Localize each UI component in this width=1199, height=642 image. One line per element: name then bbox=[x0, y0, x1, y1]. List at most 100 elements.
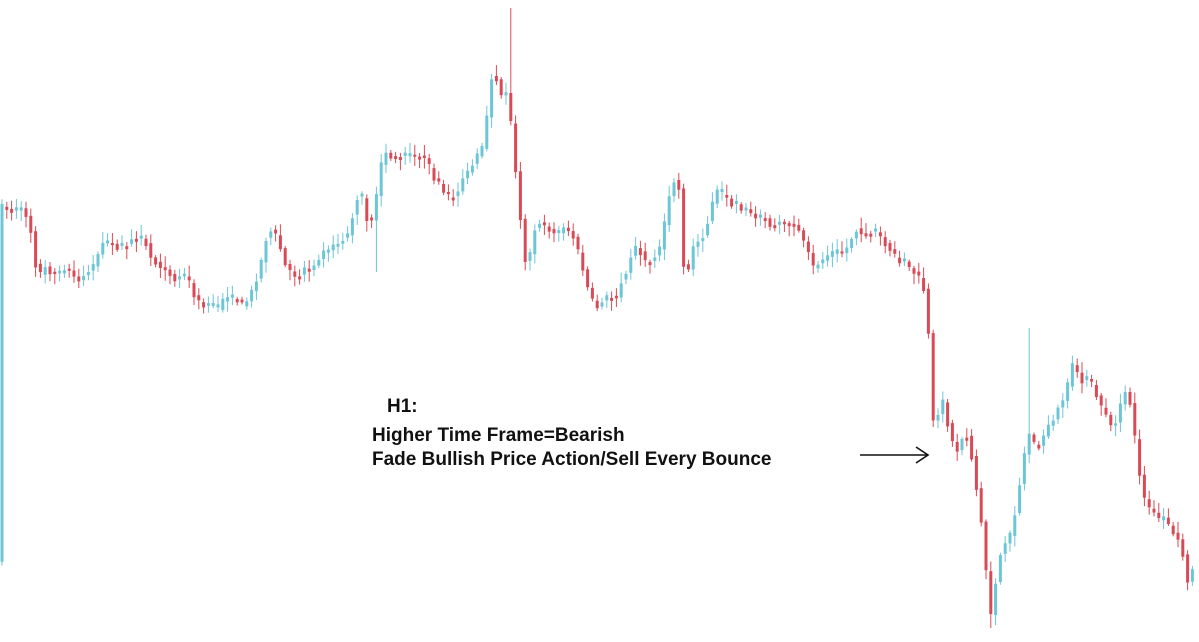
candle-body-125 bbox=[600, 302, 604, 307]
candle-body-197 bbox=[946, 402, 950, 427]
candle-body-89 bbox=[427, 158, 431, 164]
candle-body-64 bbox=[307, 268, 311, 272]
candle-body-186 bbox=[893, 249, 897, 254]
candle-body-0 bbox=[0, 204, 4, 562]
candle-body-221 bbox=[1061, 400, 1065, 408]
candle-body-182 bbox=[874, 228, 878, 232]
candle-body-57 bbox=[274, 229, 278, 234]
candle-body-87 bbox=[418, 156, 422, 160]
candle-body-192 bbox=[922, 278, 926, 291]
candle-body-137 bbox=[658, 246, 662, 256]
candle-body-222 bbox=[1066, 382, 1070, 401]
candle-body-239 bbox=[1147, 499, 1151, 508]
candle-body-220 bbox=[1056, 407, 1060, 420]
candle-body-38 bbox=[182, 273, 186, 277]
candle-body-198 bbox=[950, 423, 954, 442]
candles-group bbox=[0, 8, 1194, 628]
candle-body-171 bbox=[821, 259, 825, 264]
candle-body-86 bbox=[413, 154, 417, 157]
candle-body-35 bbox=[168, 269, 172, 276]
candle-body-40 bbox=[192, 283, 196, 298]
candle-body-168 bbox=[806, 241, 810, 253]
candle-body-14 bbox=[67, 268, 71, 271]
candle-body-216 bbox=[1037, 444, 1041, 449]
candle-body-5 bbox=[24, 208, 28, 217]
candle-body-22 bbox=[106, 240, 110, 244]
candle-body-11 bbox=[53, 271, 57, 274]
candle-body-106 bbox=[509, 93, 513, 121]
candle-body-33 bbox=[158, 261, 162, 268]
candle-body-34 bbox=[163, 267, 167, 271]
candle-body-127 bbox=[610, 297, 614, 301]
candle-body-58 bbox=[278, 235, 282, 250]
candle-body-84 bbox=[403, 152, 407, 156]
candle-body-48 bbox=[230, 294, 234, 298]
candle-body-101 bbox=[485, 115, 489, 149]
candle-body-161 bbox=[773, 225, 777, 229]
candle-body-25 bbox=[120, 242, 124, 246]
candle-body-90 bbox=[432, 168, 436, 181]
candle-body-95 bbox=[456, 191, 460, 197]
candle-body-204 bbox=[979, 488, 983, 523]
candle-body-213 bbox=[1022, 453, 1026, 484]
candle-body-156 bbox=[749, 209, 753, 214]
candle-body-235 bbox=[1128, 392, 1132, 405]
candle-body-240 bbox=[1152, 508, 1156, 513]
candle-body-135 bbox=[648, 262, 652, 266]
candle-body-21 bbox=[101, 243, 105, 255]
candle-body-193 bbox=[926, 288, 930, 334]
candle-body-133 bbox=[638, 248, 642, 256]
candle-body-218 bbox=[1046, 424, 1050, 437]
candle-body-202 bbox=[970, 435, 974, 460]
candle-body-246 bbox=[1181, 539, 1185, 557]
candle-body-164 bbox=[787, 223, 791, 227]
candle-body-75 bbox=[360, 193, 364, 197]
candle-body-188 bbox=[902, 258, 906, 262]
candle-body-166 bbox=[797, 224, 801, 231]
candle-body-118 bbox=[566, 227, 570, 232]
candle-body-108 bbox=[518, 171, 522, 220]
candle-body-26 bbox=[125, 246, 129, 250]
candle-body-45 bbox=[216, 304, 220, 308]
candle-body-32 bbox=[154, 257, 158, 265]
candle-body-71 bbox=[341, 241, 345, 244]
candle-body-230 bbox=[1104, 407, 1108, 415]
candle-body-83 bbox=[398, 157, 402, 160]
candle-body-233 bbox=[1118, 403, 1122, 423]
candle-body-231 bbox=[1109, 414, 1113, 426]
candle-body-102 bbox=[490, 79, 494, 118]
candle-body-147 bbox=[706, 223, 710, 236]
candle-body-234 bbox=[1123, 392, 1127, 405]
candle-body-49 bbox=[235, 299, 239, 303]
candle-body-149 bbox=[715, 189, 719, 204]
candle-body-28 bbox=[134, 238, 138, 242]
candle-body-244 bbox=[1171, 525, 1175, 535]
candle-body-2 bbox=[10, 208, 14, 213]
candle-body-16 bbox=[77, 276, 81, 282]
candle-body-163 bbox=[782, 221, 786, 225]
candle-body-200 bbox=[960, 438, 964, 451]
candle-body-30 bbox=[144, 238, 148, 246]
candle-body-13 bbox=[62, 270, 66, 274]
candle-body-160 bbox=[768, 218, 772, 227]
candle-body-4 bbox=[19, 207, 23, 211]
candle-body-141 bbox=[677, 180, 681, 190]
candle-body-131 bbox=[629, 257, 633, 273]
candle-body-99 bbox=[475, 153, 479, 164]
candle-body-169 bbox=[811, 253, 815, 266]
candle-body-212 bbox=[1018, 485, 1022, 513]
candle-body-232 bbox=[1114, 423, 1118, 426]
candle-body-66 bbox=[317, 259, 321, 266]
candle-body-36 bbox=[173, 274, 177, 282]
candle-body-69 bbox=[331, 244, 335, 251]
candle-body-142 bbox=[682, 188, 686, 267]
candle-body-115 bbox=[552, 229, 556, 234]
candle-body-98 bbox=[470, 165, 474, 173]
candle-body-55 bbox=[264, 241, 268, 263]
candle-body-172 bbox=[826, 255, 830, 261]
candle-body-225 bbox=[1080, 372, 1084, 384]
candle-body-18 bbox=[86, 272, 90, 275]
candle-body-82 bbox=[394, 156, 398, 160]
